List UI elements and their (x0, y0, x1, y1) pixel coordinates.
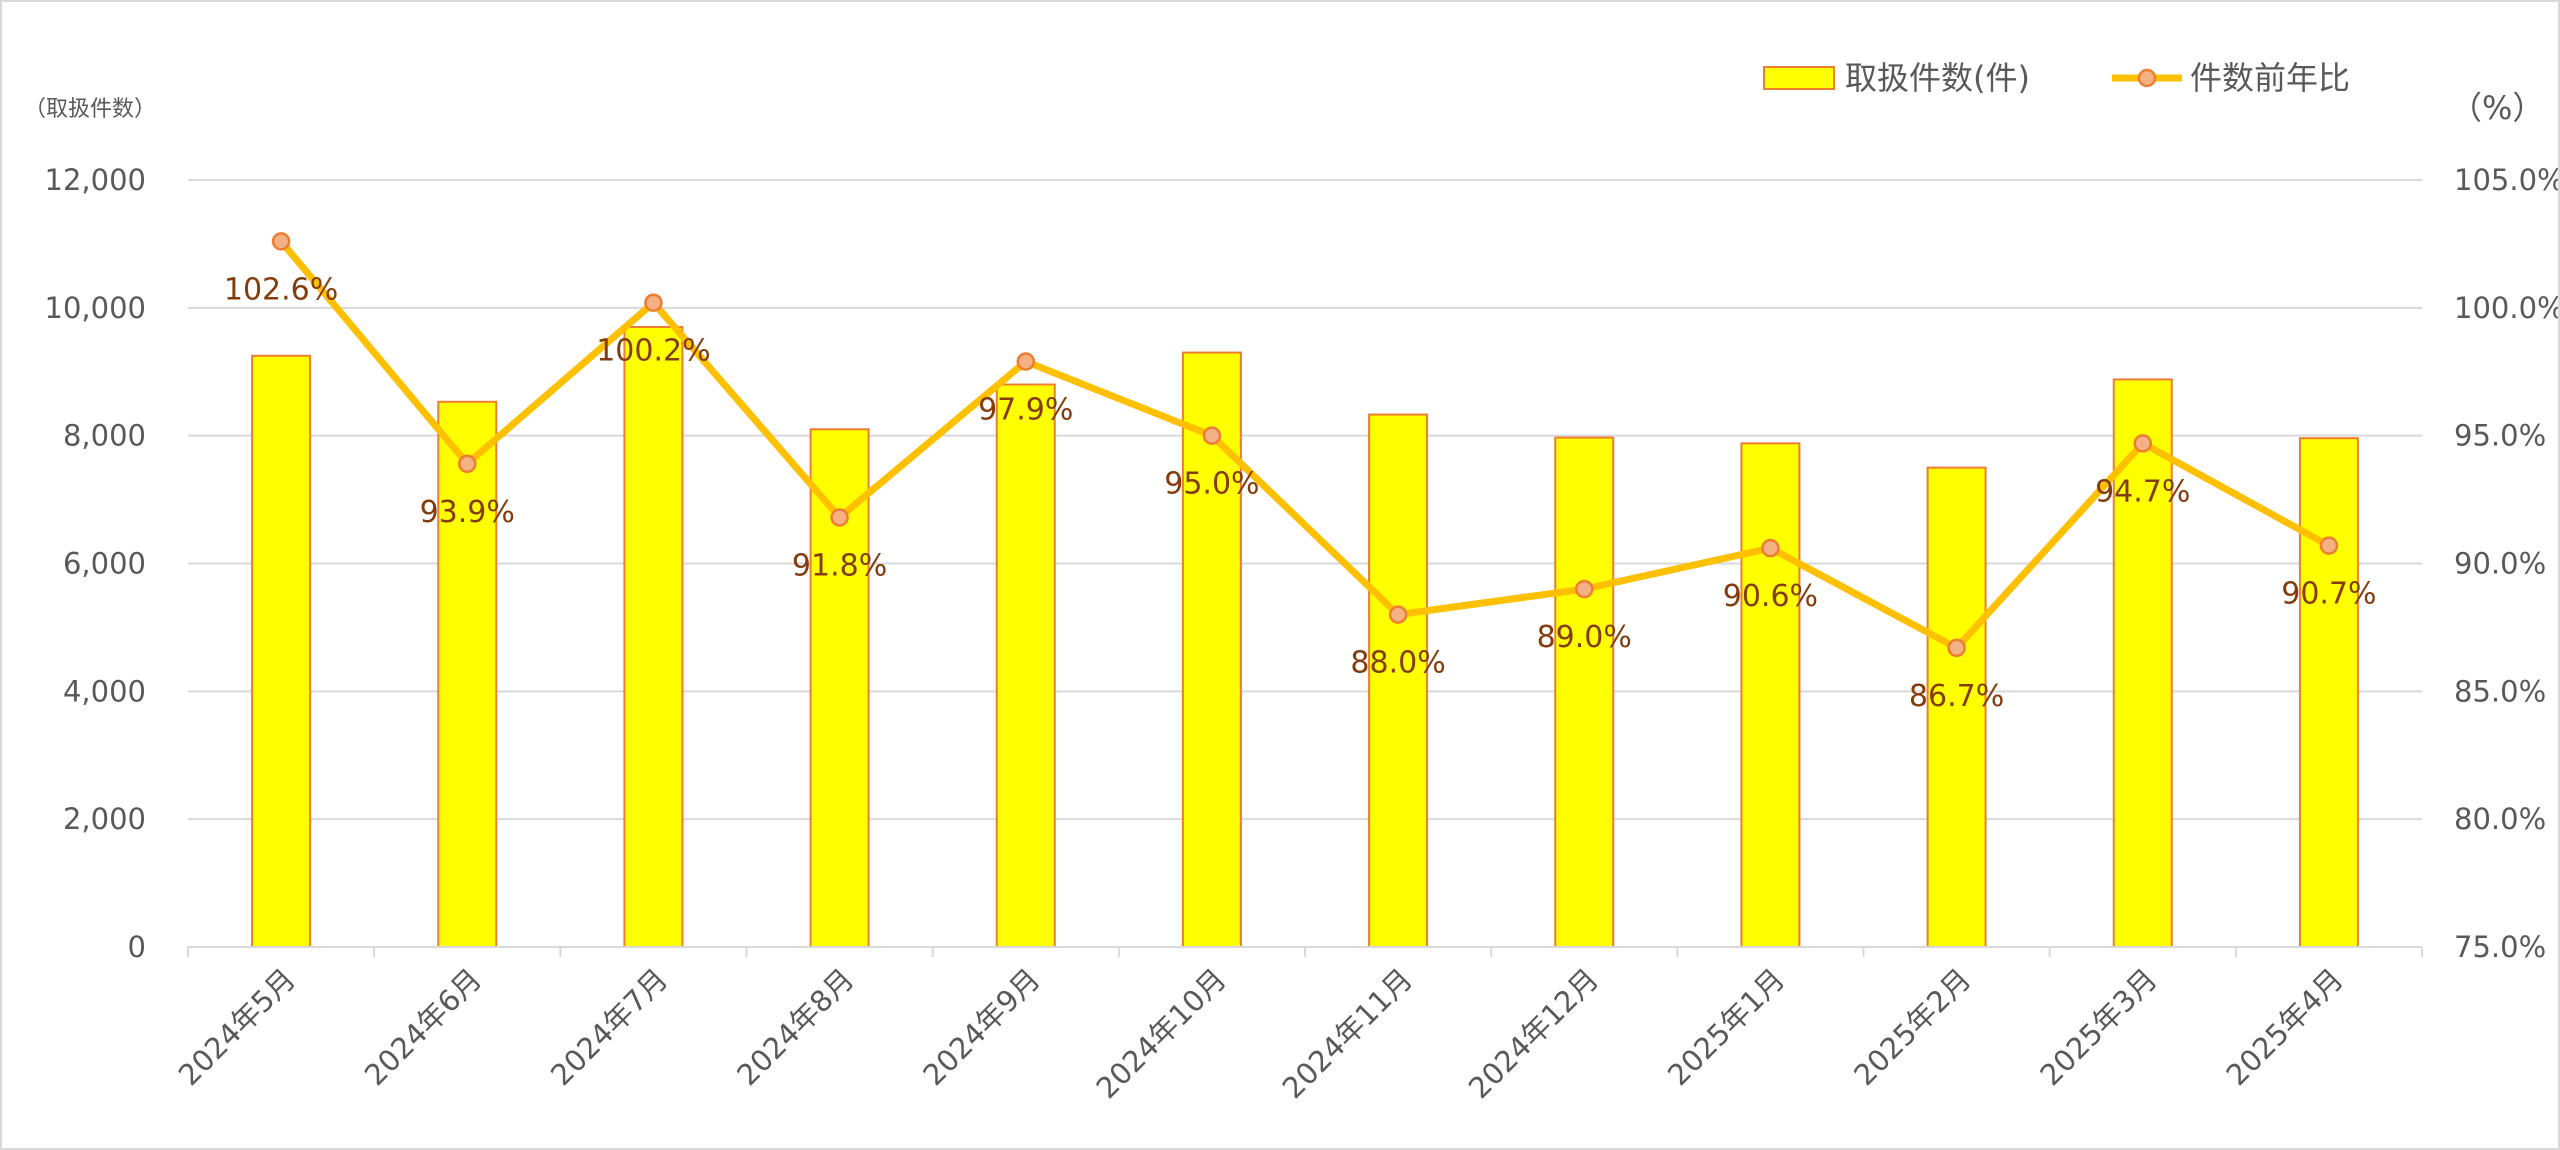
line-marker (830, 508, 849, 527)
legend-bar-swatch (1763, 66, 1835, 90)
x-tick-label: 2024年10月 (1090, 962, 1233, 1105)
x-tick-label: 2024年7月 (544, 962, 674, 1092)
series-line (278, 239, 2331, 652)
line-marker (2319, 536, 2339, 555)
line-marker (1575, 579, 1594, 599)
x-tick-label: 2025年4月 (2220, 962, 2350, 1092)
x-tick-label: 2024年12月 (1462, 962, 1605, 1105)
bar (437, 400, 498, 948)
y-left-tick-label: 6,000 (63, 547, 146, 581)
line-marker (1947, 638, 1966, 658)
y-left-tick-label: 8,000 (63, 419, 146, 453)
y-left-unit-label: （取扱件数） (24, 97, 156, 122)
y-left-tick-label: 2,000 (63, 802, 146, 836)
data-labels: 102.6% 93.9% 100.2% 91.8% 97.9% 95.0% 88.0% 89.… (224, 272, 2377, 714)
grid-lines (188, 179, 2422, 821)
line-marker (458, 454, 477, 474)
line-marker (271, 232, 291, 251)
y-right-tick-label: 95.0% (2454, 419, 2546, 453)
data-label: 86.7% (1909, 679, 2004, 714)
line-marker (1202, 426, 1222, 445)
x-tick-label: 2025年2月 (1847, 962, 1977, 1092)
line-marker (1761, 538, 1780, 558)
axes: 0 75.0% 2,000 80.0% 4,000 85.0% 6,000 90.0% 8,00… (45, 163, 2558, 1105)
x-tick-label: 2025年3月 (2033, 962, 2163, 1092)
data-label: 94.7% (2095, 474, 2190, 509)
data-label: 100.2% (596, 334, 710, 369)
x-tick-label: 2025年1月 (1661, 962, 1791, 1092)
bar (1926, 466, 1987, 948)
y-right-tick-label: 85.0% (2454, 674, 2546, 708)
bar (809, 428, 870, 948)
y-right-tick-label: 105.0% (2454, 163, 2558, 197)
x-tick-label: 2024年6月 (358, 962, 488, 1092)
legend-line-label: 件数前年比 (2190, 59, 2350, 97)
data-label: 95.0% (1164, 467, 1259, 502)
bar (251, 354, 312, 949)
bar (1740, 442, 1801, 948)
legend: 取扱件数(件) 件数前年比 (1763, 59, 2350, 97)
data-label: 93.9% (420, 495, 515, 530)
data-label: 90.6% (1723, 579, 1818, 614)
x-tick-label: 2024年8月 (730, 962, 860, 1092)
data-label: 102.6% (224, 272, 338, 307)
bar (995, 383, 1056, 948)
line-series (271, 232, 2339, 658)
line-marker (2133, 434, 2152, 453)
line-marker (644, 293, 663, 312)
x-tick-label: 2024年11月 (1276, 962, 1419, 1105)
x-tick-label: 2024年5月 (172, 962, 302, 1092)
bar (1368, 413, 1429, 948)
x-tick-label: 2024年9月 (916, 962, 1046, 1092)
bar (1554, 436, 1615, 948)
data-label: 91.8% (792, 548, 887, 583)
line-marker (1016, 352, 1035, 371)
line-marker (1388, 605, 1408, 624)
data-label: 97.9% (978, 393, 1073, 428)
legend-bar-label: 取扱件数(件) (1845, 59, 2030, 97)
y-left-tick-label: 0 (128, 930, 146, 964)
y-right-tick-label: 90.0% (2454, 547, 2546, 581)
y-right-tick-label: 80.0% (2454, 802, 2546, 836)
bar (2112, 378, 2173, 949)
y-right-tick-label: 75.0% (2454, 930, 2546, 964)
y-left-tick-label: 10,000 (45, 291, 146, 325)
legend-line-marker (2137, 68, 2157, 88)
y-right-unit-label: （%） (2450, 89, 2544, 127)
bar-series (251, 326, 2359, 949)
data-label: 90.7% (2281, 577, 2376, 612)
y-left-tick-label: 4,000 (63, 674, 146, 708)
data-label: 89.0% (1537, 620, 1632, 655)
y-right-tick-label: 100.0% (2454, 291, 2558, 325)
y-left-tick-label: 12,000 (45, 163, 146, 197)
bar (2298, 437, 2359, 948)
bar (623, 326, 684, 948)
data-label: 88.0% (1350, 646, 1445, 681)
